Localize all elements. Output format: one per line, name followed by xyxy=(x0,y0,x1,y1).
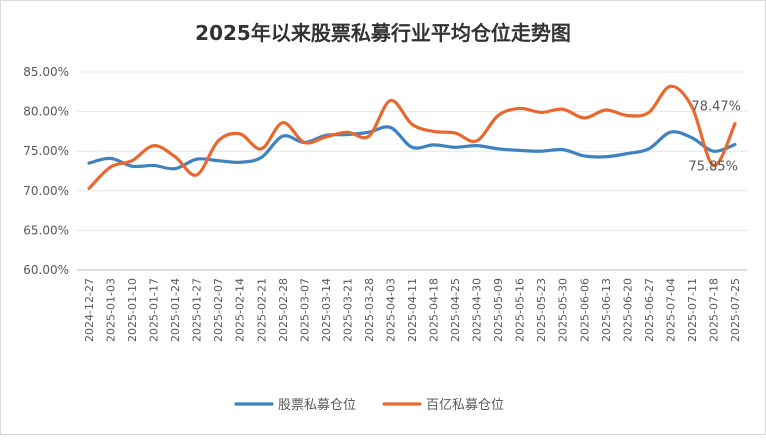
x-tick-label: 2025-05-16 xyxy=(514,278,527,342)
x-tick-label: 2025-01-10 xyxy=(126,278,139,342)
x-tick-label: 2024-12-27 xyxy=(83,278,96,342)
legend-label: 股票私募仓位 xyxy=(278,398,356,413)
x-tick-label: 2025-07-25 xyxy=(729,278,742,342)
series-line-1 xyxy=(87,125,737,171)
x-tick-label: 2025-01-27 xyxy=(191,278,204,342)
x-tick-label: 2025-02-28 xyxy=(277,278,290,342)
legend: 股票私募仓位 百亿私募仓位 xyxy=(234,398,504,413)
y-tick-label: 60.00% xyxy=(23,263,69,277)
y-axis-ticks: 60.00% 65.00% 70.00% 75.00% 80.00% 85.00% xyxy=(23,65,69,277)
y-tick-label: 80.00% xyxy=(23,105,69,119)
series-line-2 xyxy=(87,84,737,191)
x-tick-label: 2025-01-24 xyxy=(169,278,182,342)
x-tick-label: 2025-03-07 xyxy=(298,278,311,342)
annotation-label: 78.47% xyxy=(691,100,741,115)
x-tick-label: 2025-01-03 xyxy=(105,278,118,342)
y-tick-label: 70.00% xyxy=(23,184,69,198)
y-tick-label: 65.00% xyxy=(23,223,69,237)
x-tick-label: 2025-04-30 xyxy=(471,278,484,342)
x-tick-label: 2025-03-21 xyxy=(341,278,354,342)
data-annotations: 78.47% 75.85% xyxy=(688,100,741,175)
y-tick-label: 75.00% xyxy=(23,144,69,158)
x-tick-label: 2025-06-13 xyxy=(600,278,613,342)
x-tick-label: 2025-05-09 xyxy=(492,278,505,342)
x-tick-label: 2025-04-11 xyxy=(406,278,419,342)
x-tick-label: 2025-02-07 xyxy=(212,278,225,342)
x-tick-label: 2025-07-11 xyxy=(686,278,699,342)
x-axis-ticks: 2024-12-27 2025-01-03 2025-01-10 2025-01-17… xyxy=(83,278,742,342)
legend-label: 百亿私募仓位 xyxy=(426,398,504,413)
x-tick-label: 2025-02-21 xyxy=(255,278,268,342)
x-tick-label: 2025-01-17 xyxy=(148,278,161,342)
chart-title: 2025年以来股票私募行业平均仓位走势图 xyxy=(195,21,571,45)
x-tick-label: 2025-05-23 xyxy=(535,278,548,342)
series-lines xyxy=(87,84,737,191)
annotation-label: 75.85% xyxy=(688,159,738,174)
x-tick-label: 2025-05-30 xyxy=(557,278,570,342)
x-tick-label: 2025-07-18 xyxy=(707,278,720,342)
gridlines xyxy=(77,71,747,271)
x-tick-label: 2025-04-25 xyxy=(449,278,462,342)
x-tick-label: 2025-06-27 xyxy=(643,278,656,342)
x-tick-label: 2025-04-03 xyxy=(384,278,397,342)
x-tick-label: 2025-06-20 xyxy=(621,278,634,342)
x-tick-label: 2025-07-04 xyxy=(664,278,677,342)
x-tick-label: 2025-03-28 xyxy=(363,278,376,342)
y-tick-label: 85.00% xyxy=(23,65,69,79)
x-tick-label: 2025-03-14 xyxy=(320,278,333,342)
x-tick-label: 2025-06-06 xyxy=(578,278,591,342)
x-tick-label: 2025-02-14 xyxy=(234,278,247,342)
x-tick-label: 2025-04-18 xyxy=(428,278,441,342)
